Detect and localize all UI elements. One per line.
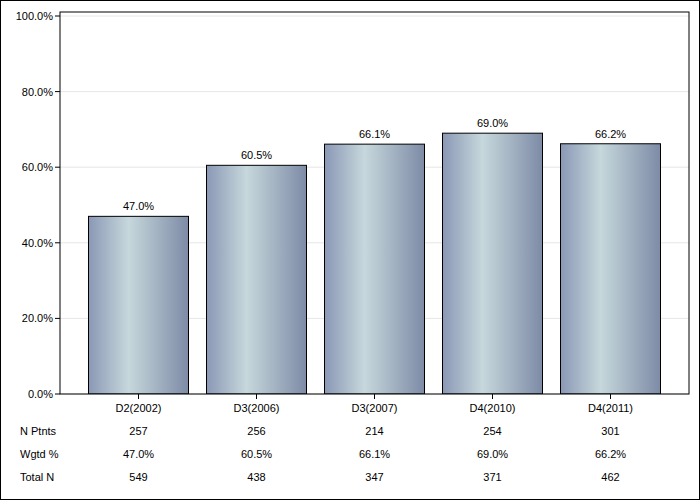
table-row-label: Wgtd % — [20, 448, 59, 460]
table-cell: 462 — [601, 471, 619, 483]
y-tick — [55, 16, 60, 17]
x-tick — [492, 394, 493, 399]
bar — [443, 133, 543, 394]
y-tick-label: 100.0% — [16, 10, 54, 22]
grid-line — [60, 16, 689, 17]
data-label: 60.5% — [241, 149, 272, 161]
outer-border — [1, 1, 700, 500]
chart-container: 0.0% 20.0% 40.0% 60.0% 80.0% 100.0% 47.0% 60.5%… — [0, 0, 700, 500]
table-cell: 371 — [483, 471, 501, 483]
table-cell: 60.5% — [241, 448, 272, 460]
y-tick — [55, 394, 60, 395]
y-tick — [55, 167, 60, 168]
y-tick-label: 20.0% — [22, 312, 53, 324]
data-label: 66.1% — [359, 128, 390, 140]
x-tick-label: D3(2007) — [352, 402, 398, 414]
data-label: 66.2% — [595, 128, 626, 140]
x-tick-label: D3(2006) — [234, 402, 280, 414]
table-cell: 214 — [365, 425, 383, 437]
table-row-label: N Ptnts — [20, 425, 57, 437]
data-label: 69.0% — [477, 117, 508, 129]
x-tick — [256, 394, 257, 399]
plot-frame — [60, 12, 689, 394]
y-tick-label: 60.0% — [22, 161, 53, 173]
x-tick — [610, 394, 611, 399]
bar — [89, 216, 189, 394]
data-label: 47.0% — [123, 200, 154, 212]
y-tick-label: 80.0% — [22, 86, 53, 98]
table-cell: 254 — [483, 425, 501, 437]
table-cell: 438 — [247, 471, 265, 483]
y-tick — [55, 91, 60, 92]
x-tick-label: D4(2010) — [470, 402, 516, 414]
x-tick-label: D2(2002) — [116, 402, 162, 414]
bar — [207, 165, 307, 394]
y-tick — [55, 242, 60, 243]
table-cell: 47.0% — [123, 448, 154, 460]
x-tick — [138, 394, 139, 399]
x-tick — [374, 394, 375, 399]
table-cell: 347 — [365, 471, 383, 483]
table-cell: 66.1% — [359, 448, 390, 460]
y-tick-label: 0.0% — [28, 388, 53, 400]
table-cell: 257 — [129, 425, 147, 437]
table-cell: 256 — [247, 425, 265, 437]
grid-line — [60, 91, 689, 92]
table-cell: 549 — [129, 471, 147, 483]
y-tick — [55, 318, 60, 319]
bars — [89, 133, 661, 394]
chart-svg: 0.0% 20.0% 40.0% 60.0% 80.0% 100.0% 47.0% 60.5%… — [0, 0, 700, 500]
table-row-label: Total N — [20, 471, 54, 483]
bar — [325, 144, 425, 394]
table-cell: 301 — [601, 425, 619, 437]
table-cell: 66.2% — [595, 448, 626, 460]
x-tick-label: D4(2011) — [588, 402, 633, 414]
y-tick-label: 40.0% — [22, 237, 53, 249]
bar — [561, 144, 661, 394]
table-cell: 69.0% — [477, 448, 508, 460]
